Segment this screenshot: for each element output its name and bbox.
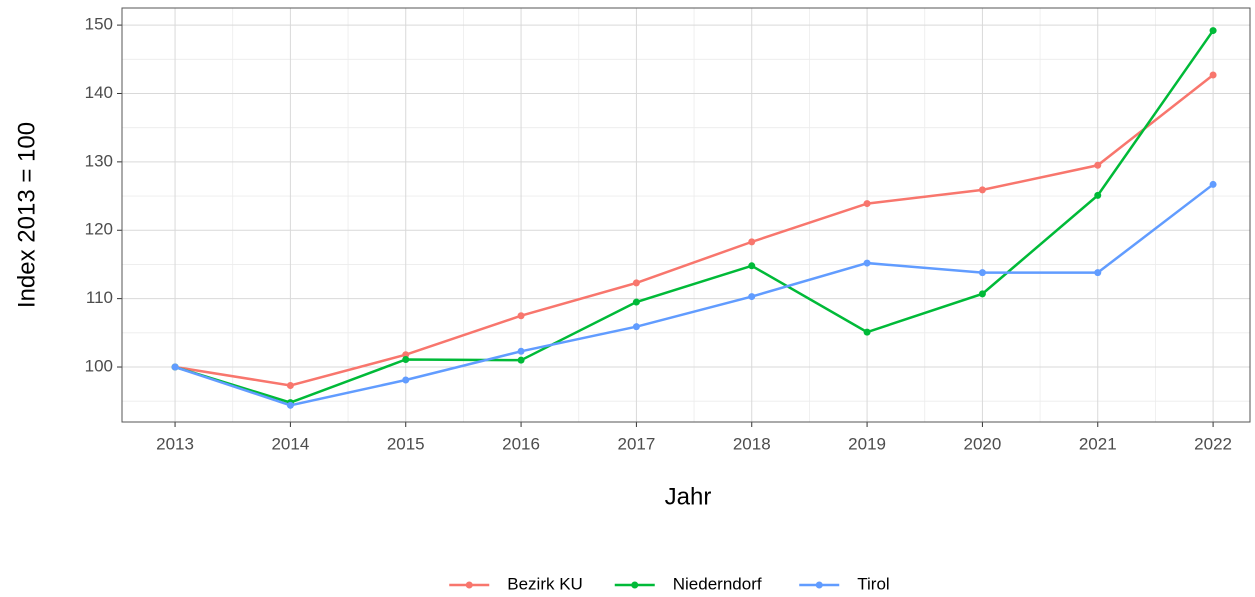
point <box>517 347 525 355</box>
y-tick-label: 110 <box>86 288 113 307</box>
point <box>863 200 871 208</box>
y-tick-label: 100 <box>85 357 113 376</box>
point <box>402 355 410 363</box>
x-tick-label: 2020 <box>964 434 1002 453</box>
legend-label: Niederndorf <box>673 574 762 593</box>
point <box>978 269 986 277</box>
point <box>517 356 525 364</box>
point <box>1209 180 1217 188</box>
series-line <box>174 29 1215 404</box>
point <box>402 351 410 359</box>
point <box>517 312 525 320</box>
point <box>1094 269 1102 277</box>
point <box>632 298 640 306</box>
point <box>863 259 871 267</box>
point <box>286 401 294 409</box>
y-tick-label: 140 <box>85 83 113 102</box>
point <box>1209 71 1217 79</box>
legend-key-point <box>465 581 473 589</box>
series-line <box>174 183 1214 407</box>
x-tick-label: 2016 <box>502 434 540 453</box>
point <box>402 376 410 384</box>
panel-border <box>121 7 1251 423</box>
series-line <box>174 74 1214 387</box>
point <box>1209 27 1217 35</box>
point <box>978 290 986 298</box>
x-tick-label: 2015 <box>387 434 425 453</box>
x-tick-label: 2014 <box>271 434 309 453</box>
x-tick-label: 2017 <box>617 434 655 453</box>
point <box>748 293 756 301</box>
point <box>171 363 179 371</box>
y-tick-label: 120 <box>85 220 113 239</box>
point <box>1094 191 1102 199</box>
x-tick-label: 2022 <box>1194 434 1232 453</box>
point <box>748 262 756 270</box>
x-axis-title: Jahr <box>665 483 712 510</box>
x-tick-label: 2013 <box>156 434 194 453</box>
point <box>978 186 986 194</box>
point <box>748 238 756 246</box>
point <box>632 279 640 287</box>
x-tick-label: 2021 <box>1079 434 1117 453</box>
legend-key-point <box>631 581 639 589</box>
y-tick-label: 130 <box>85 151 113 170</box>
legend-label: Bezirk KU <box>507 574 583 593</box>
y-axis-title: Index 2013 = 100 <box>13 122 40 308</box>
point <box>1094 161 1102 169</box>
point <box>632 323 640 331</box>
legend-label: Tirol <box>857 574 889 593</box>
x-tick-label: 2019 <box>848 434 886 453</box>
x-tick-label: 2018 <box>733 434 771 453</box>
point <box>863 328 871 336</box>
legend-key-point <box>815 581 823 589</box>
point <box>286 381 294 389</box>
y-tick-label: 150 <box>85 15 113 34</box>
